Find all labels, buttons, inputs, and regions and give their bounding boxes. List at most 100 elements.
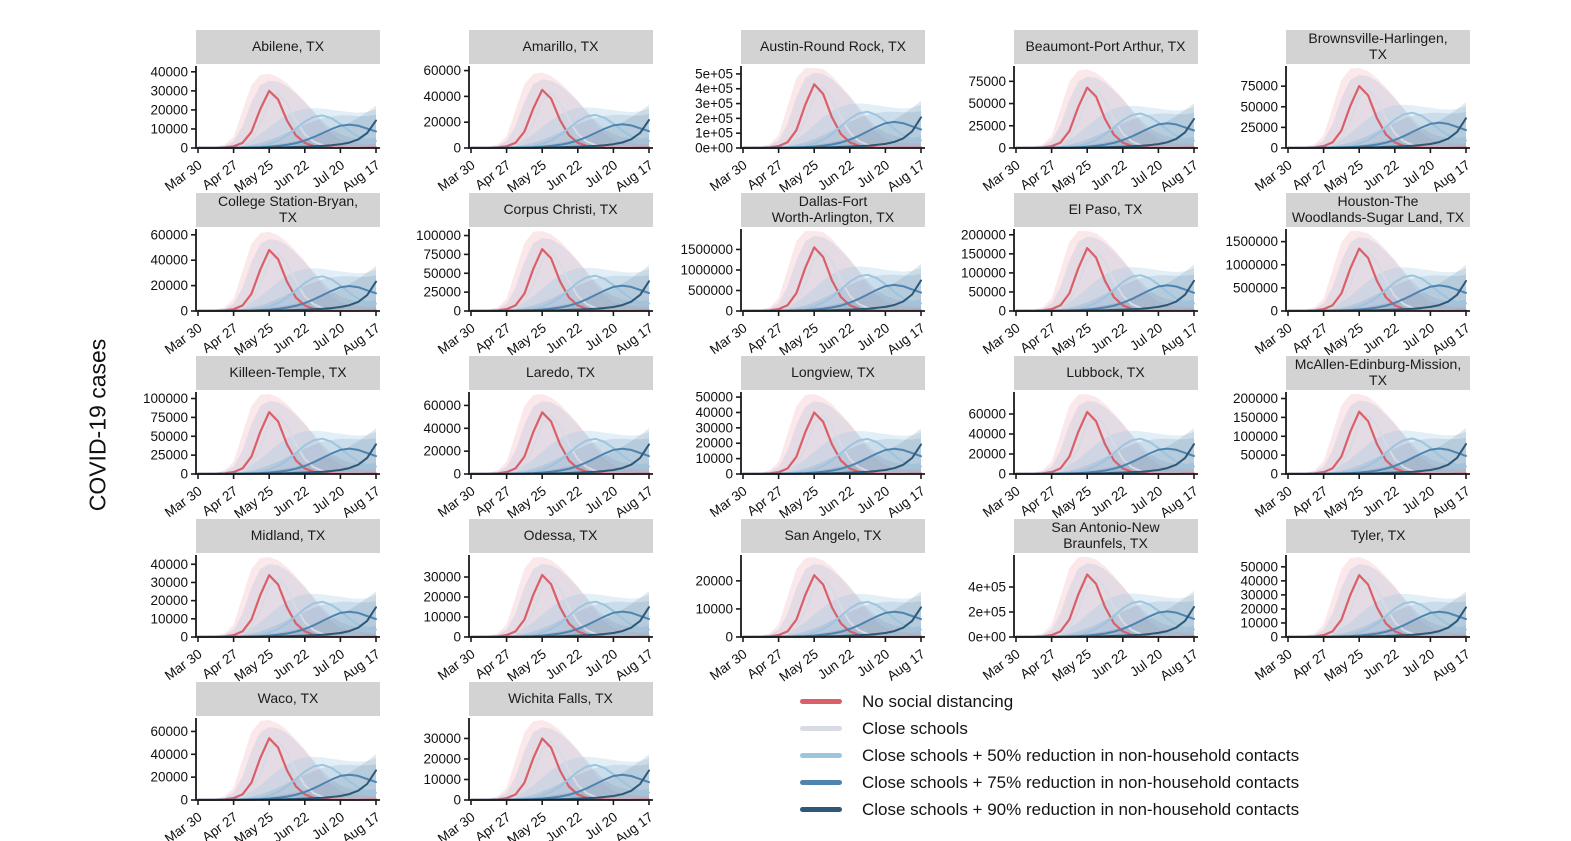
y-tick-label: 25000	[150, 448, 188, 463]
x-tick-label: Mar 30	[979, 483, 1022, 520]
y-tick-label: 0	[180, 630, 188, 645]
x-tick-label: May 25	[1321, 483, 1366, 521]
facet-panel: Amarillo, TX 0 20000 40000 60000 Mar 30 Apr 27…	[401, 30, 657, 206]
scenario-band	[743, 438, 921, 474]
y-tick-label: 40000	[150, 253, 188, 268]
x-tick-label: Jun 22	[1360, 157, 1402, 193]
x-tick-label: Jun 22	[270, 483, 312, 519]
scenario-band	[1015, 112, 1194, 148]
x-tick-label: May 25	[1321, 646, 1366, 684]
scenario-band	[470, 754, 649, 800]
y-tick-label: 0	[998, 467, 1006, 482]
scenario-band	[1015, 563, 1194, 637]
facet-panel: McAllen-Edinburg-Mission, TX 0 50000 100000…	[1218, 356, 1474, 532]
scenario-band	[1288, 427, 1466, 474]
x-tick-label: Jun 22	[815, 646, 857, 682]
y-tick-label: 0	[725, 630, 733, 645]
scenario-band	[198, 720, 376, 800]
scenario-band	[743, 100, 921, 148]
facet-panel: Corpus Christi, TX 0 25000 50000 75000 100000…	[401, 193, 657, 369]
scenario-band	[743, 401, 921, 474]
scenario-band	[470, 428, 649, 474]
scenario-band	[1288, 394, 1466, 474]
x-tick-label: Jun 22	[1087, 483, 1129, 519]
panel-title: El Paso, TX	[1013, 193, 1198, 227]
y-tick-label: 50000	[150, 429, 188, 444]
y-tick-label: 60000	[150, 724, 188, 739]
panel-title: Midland, TX	[196, 519, 380, 553]
legend-item: No social distancing	[800, 688, 1299, 715]
y-tick-label: 60000	[968, 407, 1006, 422]
y-tick-label: 100000	[960, 265, 1005, 280]
x-tick-label: Aug 17	[1429, 157, 1472, 194]
scenario-band	[1015, 103, 1194, 148]
x-tick-label: Aug 17	[1429, 320, 1472, 357]
x-tick-label: May 25	[231, 809, 276, 841]
x-tick-label: Mar 30	[1252, 320, 1295, 357]
scenario-band	[1015, 400, 1194, 474]
y-tick-label: 75000	[1240, 79, 1278, 94]
x-tick-label: Aug 17	[1157, 646, 1200, 683]
scenario-band	[198, 73, 376, 148]
y-tick-label: 200000	[1233, 391, 1278, 406]
scenario-band	[470, 265, 649, 311]
y-tick-label: 3e+05	[695, 96, 733, 111]
x-tick-label: Aug 17	[884, 157, 927, 194]
x-tick-label: Jun 22	[270, 157, 312, 193]
scenario-band	[1288, 564, 1466, 637]
x-tick-label: Mar 30	[162, 483, 205, 520]
scenario-band	[1015, 600, 1194, 637]
facet-panel: Lubbock, TX 0 20000 40000 60000 Mar 30 Apr 27 M…	[946, 356, 1202, 532]
legend-label: Close schools + 75% reduction in non-hou…	[862, 772, 1300, 792]
scenario-band	[198, 105, 376, 148]
scenario-band	[1288, 237, 1466, 311]
facet-panel: Austin-Round Rock, TX 0e+00 1e+05 2e+05 3e+0…	[673, 30, 929, 206]
y-tick-label: 40000	[423, 421, 461, 436]
y-tick-label: 40000	[150, 557, 188, 572]
y-tick-label: 0	[725, 467, 733, 482]
scenario-band	[743, 591, 921, 637]
y-tick-label: 20000	[150, 102, 188, 117]
x-tick-label: May 25	[1049, 646, 1094, 684]
panel-title: Abilene, TX	[196, 30, 380, 64]
legend-item: Close schools + 75% reduction in non-hou…	[800, 769, 1299, 796]
y-tick-label: 0	[180, 467, 188, 482]
x-tick-label: Jun 22	[270, 809, 312, 841]
x-tick-label: Mar 30	[162, 157, 205, 194]
scenario-band	[1288, 68, 1466, 148]
x-tick-label: Mar 30	[434, 320, 477, 357]
scenario-band	[1015, 428, 1194, 474]
y-tick-label: 50000	[1240, 99, 1278, 114]
y-tick-label: 60000	[150, 227, 188, 242]
x-tick-label: May 25	[1321, 157, 1366, 195]
y-tick-label: 0	[1270, 141, 1278, 156]
x-tick-label: Jun 22	[542, 157, 584, 193]
y-tick-label: 0	[453, 304, 461, 319]
scenario-band	[470, 764, 649, 800]
scenario-band	[1288, 601, 1466, 637]
y-tick-label: 1000000	[1225, 257, 1278, 272]
facet-panel: El Paso, TX 0 50000 100000 150000 200000 Mar 3…	[946, 193, 1202, 369]
y-tick-label: 25000	[1240, 120, 1278, 135]
panel-title: Tyler, TX	[1286, 519, 1470, 553]
x-tick-label: Aug 17	[339, 320, 382, 357]
y-tick-label: 25000	[423, 285, 461, 300]
x-tick-label: Aug 17	[612, 483, 655, 520]
scenario-band	[198, 275, 376, 311]
scenario-band	[198, 438, 376, 474]
scenario-band	[470, 114, 649, 148]
x-tick-label: May 25	[1049, 483, 1094, 521]
x-tick-label: May 25	[231, 157, 276, 195]
scenario-band	[1288, 75, 1466, 148]
x-tick-label: Jun 22	[542, 809, 584, 841]
x-tick-label: Aug 17	[884, 646, 927, 683]
y-tick-label: 5e+05	[695, 66, 733, 81]
scenario-band	[743, 601, 921, 637]
y-tick-label: 100000	[415, 228, 460, 243]
x-tick-label: Mar 30	[707, 483, 750, 520]
